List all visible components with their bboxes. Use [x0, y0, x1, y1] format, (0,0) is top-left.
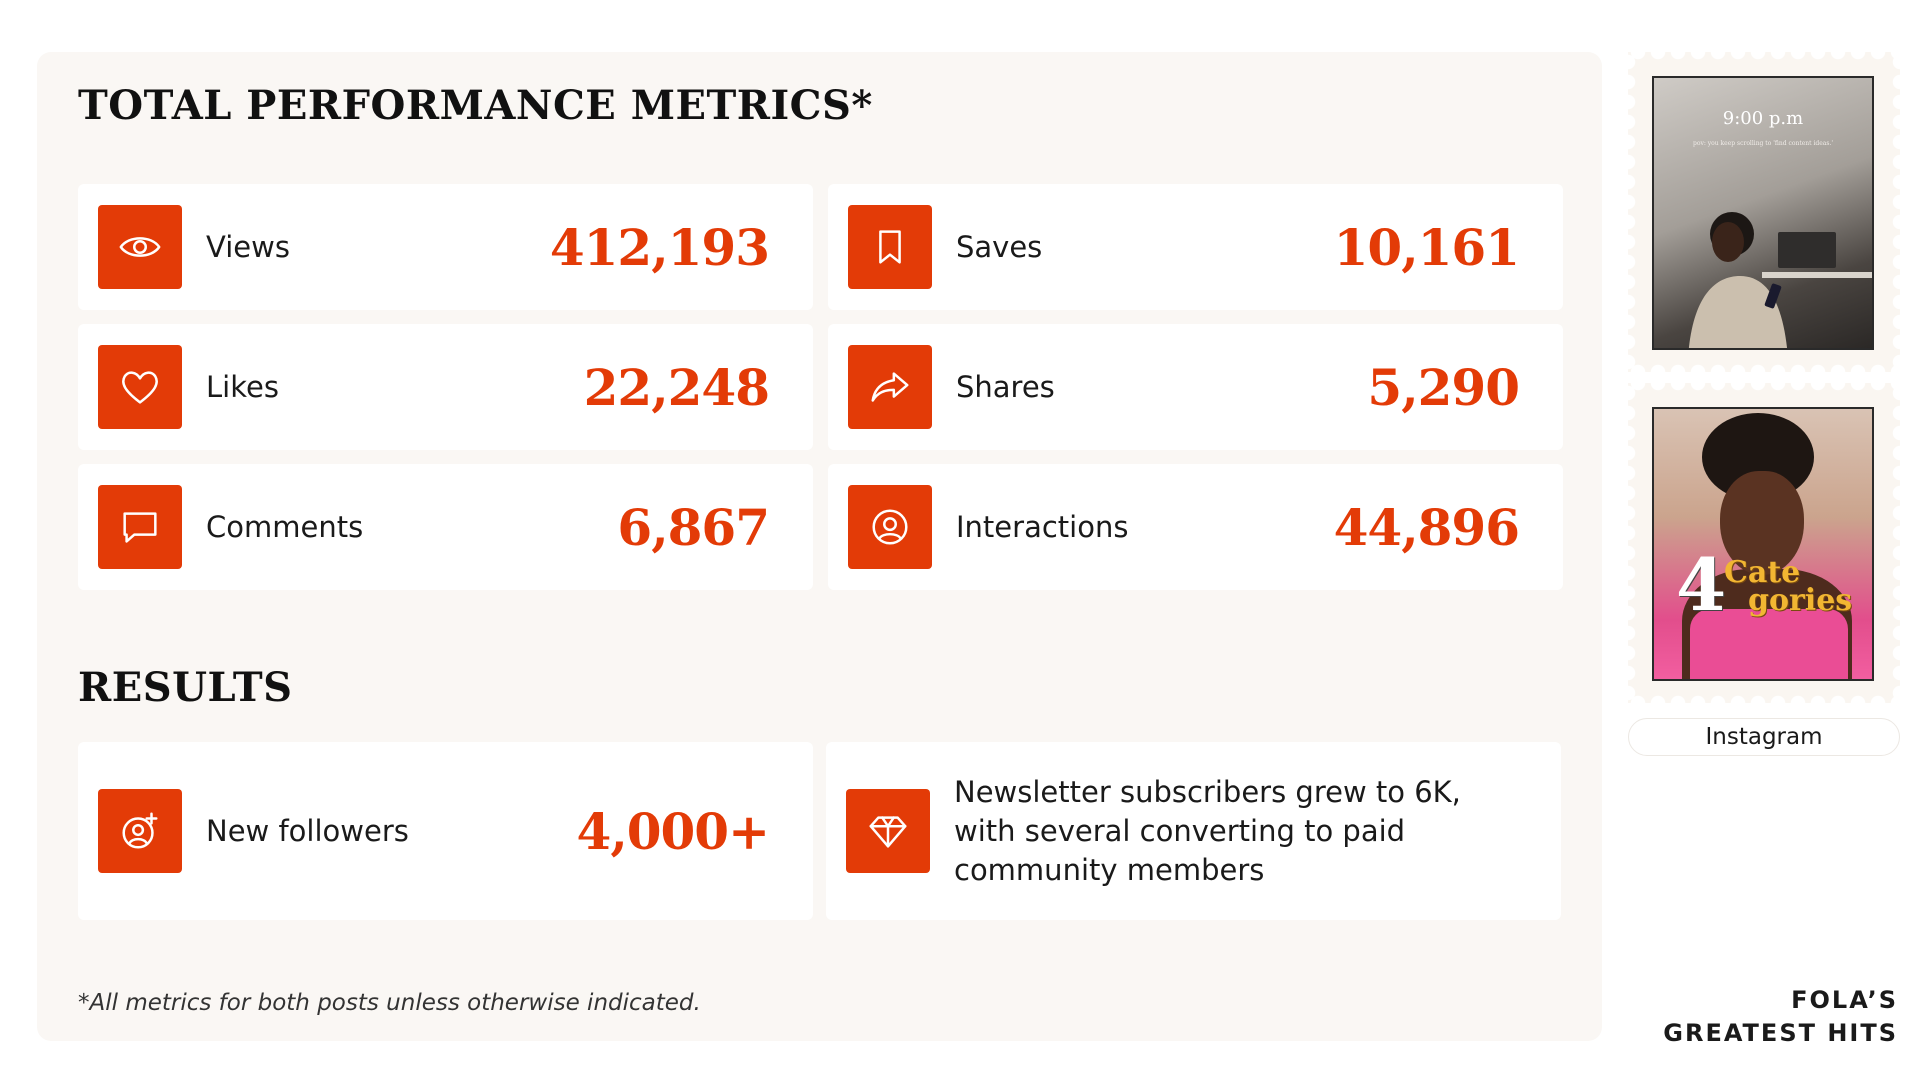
- desk-shape: [1762, 272, 1872, 278]
- result-label: New followers: [206, 814, 409, 848]
- metric-card-interactions: Interactions 44,896: [828, 464, 1563, 590]
- overlay-word-line2: gories: [1748, 583, 1853, 618]
- result-value: 4,000+: [576, 801, 770, 861]
- metrics-title: TOTAL PERFORMANCE METRICS*: [78, 82, 873, 129]
- platform-label: Instagram: [1628, 718, 1900, 756]
- overlay-word: Cate gories: [1724, 555, 1853, 618]
- monitor-shape: [1778, 232, 1836, 268]
- result-card-newsletter: Newsletter subscribers grew to 6K, with …: [826, 742, 1561, 920]
- metric-label: Likes: [206, 370, 279, 404]
- add-user-icon: [98, 789, 182, 873]
- metrics-panel: TOTAL PERFORMANCE METRICS* Views 412,193…: [37, 52, 1602, 1041]
- metric-value: 10,161: [1333, 217, 1520, 277]
- metric-card-saves: Saves 10,161: [828, 184, 1563, 310]
- overlay-time: 9:00 p.m: [1722, 108, 1804, 129]
- person-silhouette: [1688, 212, 1787, 348]
- eye-icon: [98, 205, 182, 289]
- metric-value: 412,193: [549, 217, 770, 277]
- post-stamp-1[interactable]: 9:00 p.m pov: you keep scrolling to 'fin…: [1628, 52, 1900, 372]
- metric-card-views: Views 412,193: [78, 184, 813, 310]
- overlay-caption: pov: you keep scrolling to 'find content…: [1692, 140, 1834, 147]
- diamond-icon: [846, 789, 930, 873]
- metric-card-likes: Likes 22,248: [78, 324, 813, 450]
- metric-label: Comments: [206, 510, 364, 544]
- comment-icon: [98, 485, 182, 569]
- footnote: *All metrics for both posts unless other…: [78, 990, 701, 1016]
- metric-value: 44,896: [1333, 497, 1520, 557]
- metric-value: 6,867: [617, 497, 770, 557]
- heart-icon: [98, 345, 182, 429]
- result-text: Newsletter subscribers grew to 6K, with …: [954, 774, 1461, 887]
- user-circle-icon: [848, 485, 932, 569]
- post-stamp-2[interactable]: 4 Cate gories: [1628, 383, 1900, 703]
- metric-value: 5,290: [1367, 357, 1520, 417]
- face-shape: [1720, 471, 1804, 575]
- overlay-number: 4: [1676, 542, 1727, 627]
- bookmark-icon: [848, 205, 932, 289]
- post-thumbnail: 4 Cate gories: [1652, 407, 1874, 681]
- metric-card-comments: Comments 6,867: [78, 464, 813, 590]
- result-card-followers: New followers 4,000+: [78, 742, 813, 920]
- metric-card-shares: Shares 5,290: [828, 324, 1563, 450]
- metric-label: Interactions: [956, 510, 1129, 544]
- results-title: RESULTS: [78, 664, 293, 711]
- metric-label: Saves: [956, 230, 1043, 264]
- brand-mark: FOLA’S GREATEST HITS: [1663, 984, 1898, 1050]
- share-icon: [848, 345, 932, 429]
- top-shape: [1690, 609, 1848, 679]
- post-thumbnail: 9:00 p.m pov: you keep scrolling to 'fin…: [1652, 76, 1874, 350]
- metric-label: Shares: [956, 370, 1055, 404]
- metric-label: Views: [206, 230, 290, 264]
- metric-value: 22,248: [583, 357, 770, 417]
- brand-line2: GREATEST HITS: [1663, 1019, 1898, 1047]
- brand-line1: FOLA’S: [1791, 986, 1898, 1014]
- overlay-word-line1: Cate: [1724, 555, 1801, 590]
